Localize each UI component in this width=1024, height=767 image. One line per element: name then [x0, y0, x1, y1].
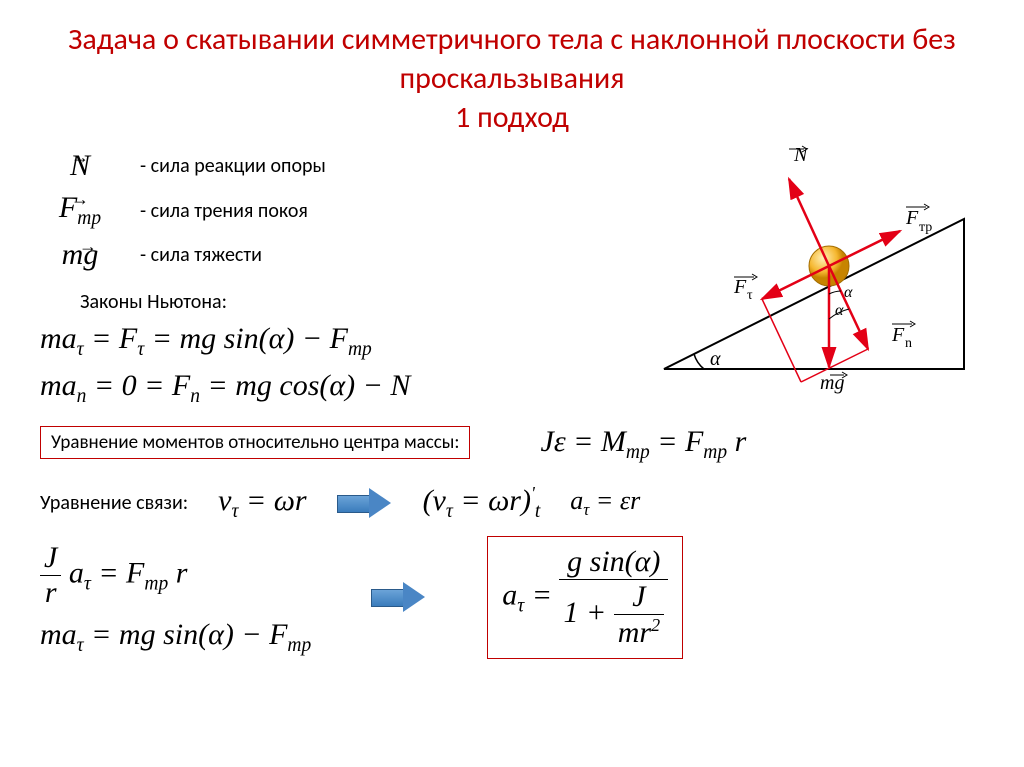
arrow-icon — [337, 488, 393, 518]
title-line2: 1 подход — [455, 99, 569, 136]
derivation-row: Jr aτ = Fтр r maτ = mg sin(α) − Fтр aτ =… — [40, 533, 984, 661]
moment-label-box: Уравнение моментов относительно центра м… — [40, 426, 470, 459]
svg-text:n: n — [905, 336, 912, 351]
title-line1: Задача о скатывании симметричного тела с… — [68, 21, 956, 97]
constraint-label: Уравнение связи: — [40, 491, 188, 515]
step-eq1: Jr aτ = Fтр r — [40, 541, 311, 610]
svg-text:тр: тр — [919, 220, 932, 235]
svg-text:τ: τ — [747, 288, 753, 303]
constraint-row: Уравнение связи: vτ = ωr (vτ = ωr)'t aτ … — [40, 483, 984, 523]
constraint-eq2: (vτ = ωr)'t — [423, 483, 541, 523]
left-eqs: Jr aτ = Fтр r maτ = mg sin(α) − Fтр — [40, 533, 311, 661]
svg-text:F: F — [733, 276, 747, 298]
moment-eq: Jε = Mтр = Fтр r — [540, 425, 746, 464]
step-eq2: maτ = mg sin(α) − Fтр — [40, 618, 311, 657]
svg-text:N: N — [793, 144, 809, 166]
incline-diagram: α N F тр F τ mg F — [644, 119, 984, 399]
constraint-eq1: vτ = ωr — [218, 484, 306, 523]
svg-text:α: α — [844, 284, 853, 301]
desc-Ftr: - сила трения покоя — [140, 199, 308, 223]
desc-N: - сила реакции опоры — [140, 154, 326, 178]
arrow-icon — [371, 582, 427, 612]
svg-text:F: F — [905, 207, 919, 229]
content: α N F тр F τ mg F — [40, 149, 984, 661]
svg-text:α: α — [710, 348, 721, 370]
svg-text:F: F — [891, 324, 905, 346]
result-box: aτ = g sin(α) 1 + Jmr2 — [487, 536, 683, 659]
desc-mg: - сила тяжести — [140, 243, 262, 267]
constraint-eq3: aτ = εr — [570, 486, 640, 520]
